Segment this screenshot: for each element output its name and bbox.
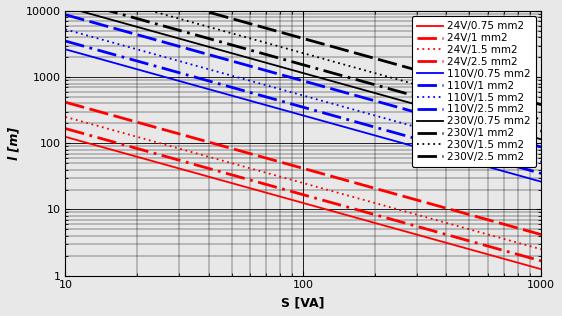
Legend: 24V/0.75 mm2, 24V/1 mm2, 24V/1.5 mm2, 24V/2.5 mm2, 110V/0.75 mm2, 110V/1 mm2, 11: 24V/0.75 mm2, 24V/1 mm2, 24V/1.5 mm2, 24… [411,16,536,167]
Y-axis label: l [m]: l [m] [7,127,20,160]
X-axis label: S [VA]: S [VA] [282,296,325,309]
